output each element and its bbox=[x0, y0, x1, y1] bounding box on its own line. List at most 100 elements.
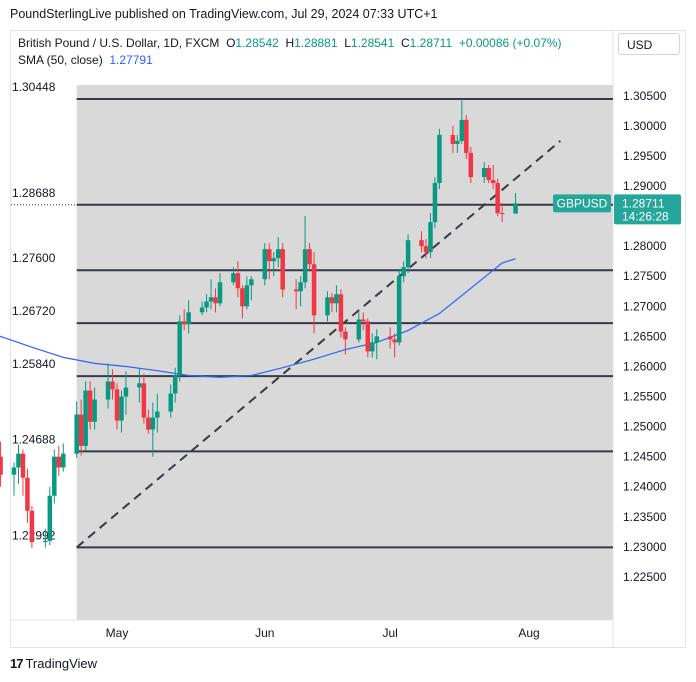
candle-body bbox=[20, 453, 26, 478]
candle-body bbox=[52, 456, 57, 496]
candle bbox=[405, 234, 411, 274]
high-label: H bbox=[285, 36, 295, 50]
candle bbox=[155, 393, 160, 433]
candle bbox=[298, 276, 303, 307]
candle-body bbox=[495, 183, 500, 214]
candle bbox=[52, 449, 57, 504]
candle-body bbox=[29, 510, 35, 543]
tradingview-logo: 17 TradingView bbox=[10, 656, 97, 671]
currency-button[interactable]: USD bbox=[618, 33, 680, 55]
candle bbox=[150, 402, 156, 457]
candle-body bbox=[432, 183, 438, 223]
candle bbox=[217, 273, 223, 307]
candle-body bbox=[450, 134, 456, 144]
candle-body bbox=[155, 411, 160, 418]
y-tick-label: 1.29500 bbox=[623, 149, 667, 163]
candle-body bbox=[123, 387, 129, 397]
candle bbox=[374, 329, 379, 360]
candle-body bbox=[168, 393, 173, 412]
candle-body bbox=[11, 467, 17, 475]
y-tick-label: 1.24500 bbox=[623, 450, 667, 464]
candle-body bbox=[271, 258, 276, 262]
y-tick-label: 1.25500 bbox=[623, 390, 667, 404]
y-tick-label: 1.23500 bbox=[623, 510, 667, 524]
candle bbox=[119, 390, 124, 433]
y-tick-label: 1.29000 bbox=[623, 179, 667, 193]
candle-body bbox=[374, 336, 379, 343]
candle bbox=[123, 371, 129, 415]
candle-body bbox=[302, 249, 308, 283]
candle bbox=[437, 128, 442, 190]
candle-body bbox=[25, 477, 30, 511]
candle bbox=[16, 444, 21, 484]
candle-body bbox=[428, 222, 433, 253]
trendline bbox=[76, 140, 561, 549]
candle bbox=[450, 125, 456, 153]
candle bbox=[428, 213, 433, 259]
candle-body bbox=[43, 540, 48, 543]
open-value: 1.28542 bbox=[235, 36, 279, 50]
candle bbox=[468, 146, 474, 184]
high-value: 1.28881 bbox=[294, 36, 338, 50]
candle-body bbox=[213, 297, 218, 304]
candle-body bbox=[423, 246, 429, 253]
candle bbox=[419, 231, 424, 253]
candle-body bbox=[47, 495, 53, 541]
tradingview-mark-icon: 17 bbox=[10, 656, 24, 671]
candle-body bbox=[486, 167, 491, 181]
candle bbox=[513, 193, 518, 214]
candle bbox=[338, 289, 344, 338]
candle bbox=[343, 327, 348, 355]
candle-body bbox=[307, 249, 312, 265]
candle-body bbox=[105, 381, 111, 400]
candle-body bbox=[481, 167, 487, 178]
candle-body bbox=[110, 381, 115, 390]
candle bbox=[199, 301, 205, 316]
sma-label: SMA (50, close) bbox=[18, 53, 103, 67]
candle bbox=[464, 115, 469, 159]
candle bbox=[240, 285, 245, 319]
candle-body bbox=[267, 249, 272, 262]
candle bbox=[61, 443, 66, 472]
low-label: L bbox=[344, 36, 351, 50]
sma-line bbox=[0, 258, 516, 378]
candle bbox=[325, 291, 330, 322]
candle-body bbox=[343, 331, 348, 340]
candle bbox=[146, 409, 151, 434]
y-tick-label: 1.26000 bbox=[623, 359, 667, 373]
sma-value: 1.27791 bbox=[109, 53, 153, 67]
candle bbox=[83, 381, 88, 451]
candle-body bbox=[325, 297, 330, 316]
candle-body bbox=[275, 249, 281, 259]
candle bbox=[249, 276, 254, 301]
candle-body bbox=[244, 285, 250, 307]
level-label: 1.25840 bbox=[12, 357, 56, 371]
candle-body bbox=[419, 240, 424, 247]
candle bbox=[204, 294, 209, 313]
chart-frame bbox=[10, 30, 686, 648]
x-tick-label: May bbox=[106, 626, 129, 640]
candle bbox=[396, 270, 402, 346]
x-tick-label: Jul bbox=[383, 626, 398, 640]
candle bbox=[11, 462, 17, 496]
candle-body bbox=[464, 119, 469, 153]
y-tick-label: 1.26500 bbox=[623, 329, 667, 343]
candle-body bbox=[87, 390, 93, 422]
candle bbox=[78, 399, 84, 456]
y-tick-label: 1.27500 bbox=[623, 269, 667, 283]
candle bbox=[208, 279, 214, 310]
candle bbox=[311, 252, 317, 334]
candle-body bbox=[437, 134, 442, 184]
candle-body bbox=[356, 319, 362, 340]
candle-body bbox=[231, 273, 236, 283]
candle-body bbox=[392, 339, 397, 343]
candle bbox=[213, 288, 218, 313]
candle-body bbox=[338, 294, 344, 332]
candle bbox=[334, 285, 339, 313]
candle bbox=[307, 243, 312, 271]
candle-body bbox=[405, 240, 411, 268]
candle bbox=[231, 267, 236, 286]
candle-body bbox=[172, 375, 178, 394]
level-label: 1.27600 bbox=[12, 251, 56, 265]
